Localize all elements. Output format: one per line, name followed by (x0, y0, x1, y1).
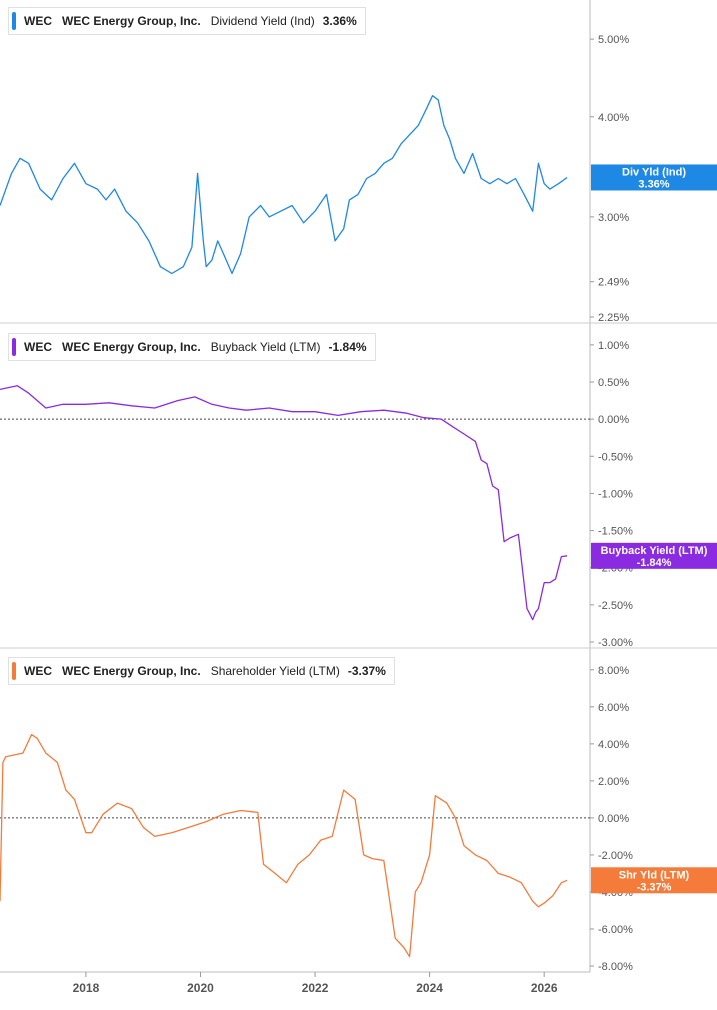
y-tick-label: -2.00% (598, 850, 633, 862)
y-tick-label: 6.00% (598, 702, 629, 714)
legend-value: 3.36% (323, 14, 357, 28)
legend-company: WEC Energy Group, Inc. (62, 340, 201, 354)
legend-shareholder[interactable]: WEC WEC Energy Group, Inc. Shareholder Y… (8, 657, 395, 685)
value-badge-value: 3.36% (638, 178, 669, 190)
value-badge: Div Yld (Ind)3.36% (591, 164, 717, 190)
legend-company: WEC Energy Group, Inc. (62, 14, 201, 28)
y-tick-label: 2.25% (598, 312, 629, 324)
y-tick-label: -0.50% (598, 451, 633, 463)
legend-metric: Buyback Yield (LTM) (211, 340, 321, 354)
x-tick-label: 2020 (187, 981, 214, 995)
y-tick-label: -1.50% (598, 526, 633, 538)
legend-ticker: WEC (24, 664, 52, 678)
legend-metric: Shareholder Yield (LTM) (211, 664, 340, 678)
legend-value: -3.37% (348, 664, 386, 678)
value-badge: Buyback Yield (LTM)-1.84% (591, 543, 717, 569)
y-tick-label: -3.00% (598, 637, 633, 649)
legend-company: WEC Energy Group, Inc. (62, 664, 201, 678)
y-tick-label: 4.00% (598, 112, 629, 124)
x-tick-label: 2018 (73, 981, 100, 995)
legend-ticker: WEC (24, 14, 52, 28)
value-badge-label: Div Yld (Ind) (622, 166, 686, 178)
y-tick-label: -8.00% (598, 961, 633, 973)
legend-buyback[interactable]: WEC WEC Energy Group, Inc. Buyback Yield… (8, 333, 376, 361)
y-tick-label: 1.00% (598, 340, 629, 352)
legend-ticker: WEC (24, 340, 52, 354)
y-tick-label: 0.50% (598, 377, 629, 389)
x-tick-label: 2022 (302, 981, 329, 995)
legend-dividend[interactable]: WEC WEC Energy Group, Inc. Dividend Yiel… (8, 7, 366, 35)
x-tick-label: 2024 (416, 981, 443, 995)
value-badge-label: Buyback Yield (LTM) (601, 545, 708, 557)
y-tick-label: 0.00% (598, 813, 629, 825)
y-tick-label: 2.00% (598, 776, 629, 788)
y-tick-label: 4.00% (598, 739, 629, 751)
value-badge: Shr Yld (LTM)-3.37% (591, 867, 717, 893)
y-tick-label: 8.00% (598, 665, 629, 677)
value-badge-value: -1.84% (637, 557, 672, 569)
legend-metric: Dividend Yield (Ind) (211, 14, 315, 28)
y-tick-label: -6.00% (598, 924, 633, 936)
y-tick-label: 5.00% (598, 34, 629, 46)
series-line (0, 96, 567, 274)
legend-swatch-dividend (12, 12, 16, 30)
y-tick-label: 0.00% (598, 414, 629, 426)
series-line (0, 386, 567, 620)
y-tick-label: 2.49% (598, 277, 629, 289)
y-tick-label: 3.00% (598, 212, 629, 224)
legend-swatch-buyback (12, 338, 16, 356)
value-badge-label: Shr Yld (LTM) (619, 869, 690, 881)
value-badge-value: -3.37% (637, 881, 672, 893)
x-tick-label: 2026 (531, 981, 558, 995)
legend-value: -1.84% (329, 340, 367, 354)
y-tick-label: -1.00% (598, 488, 633, 500)
series-line (0, 735, 567, 957)
y-tick-label: -2.50% (598, 600, 633, 612)
legend-swatch-shareholder (12, 662, 16, 680)
